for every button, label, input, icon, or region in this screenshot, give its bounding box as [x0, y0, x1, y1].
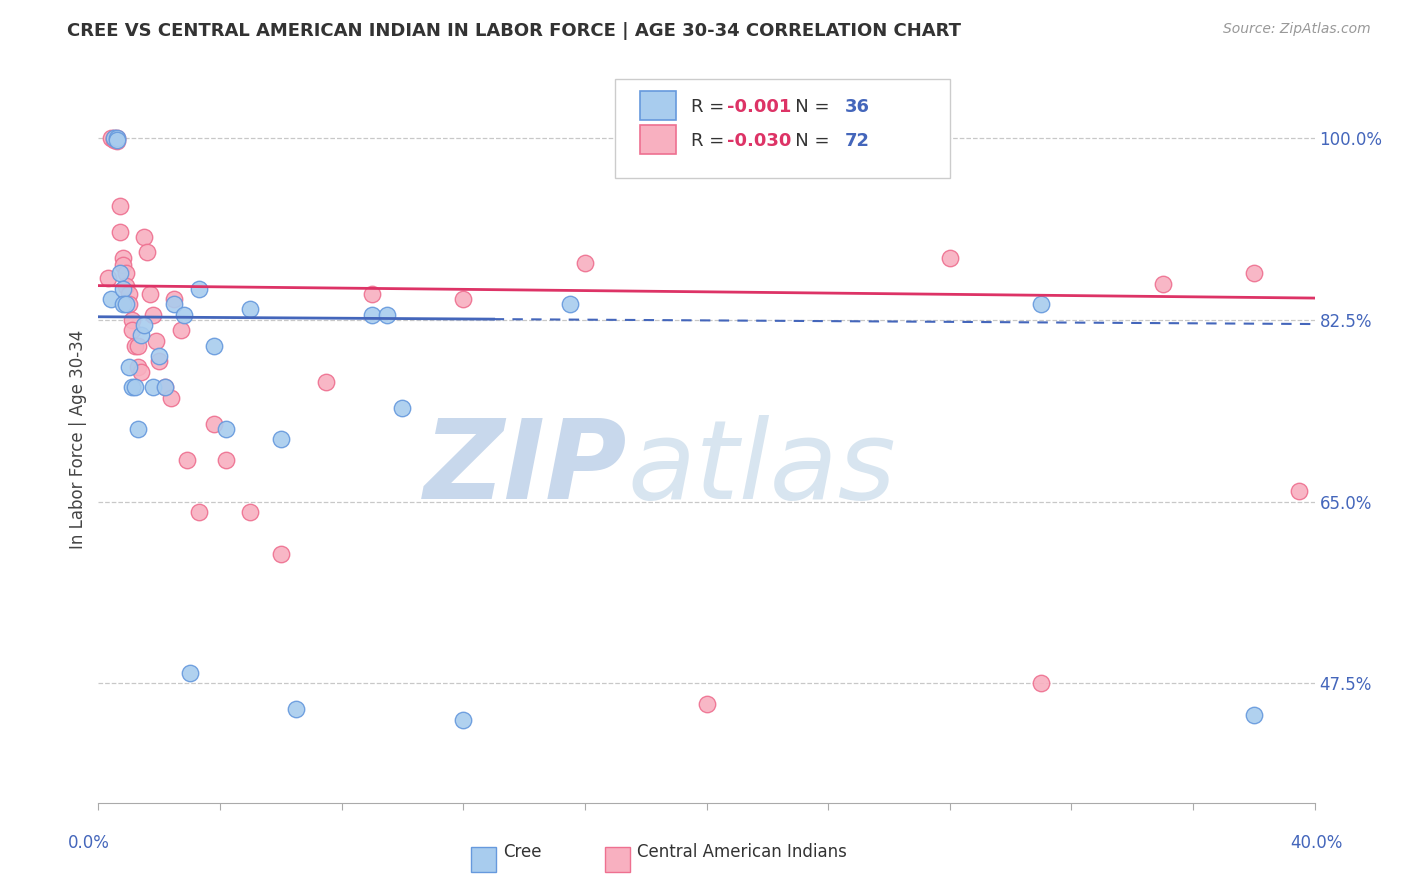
Point [105, 134, 128, 148]
Text: 0.0%: 0.0% [67, 834, 110, 852]
FancyBboxPatch shape [640, 91, 676, 120]
Point [176, 453, 198, 467]
Point [118, 297, 141, 311]
Point [239, 302, 262, 317]
Point [391, 401, 413, 416]
Point [1029, 297, 1052, 311]
Point [187, 505, 209, 519]
Point [108, 266, 131, 280]
Point [361, 308, 384, 322]
Point [103, 133, 125, 147]
Point [696, 697, 718, 711]
Point [315, 375, 337, 389]
Point [118, 287, 141, 301]
Point [215, 453, 238, 467]
Text: CREE VS CENTRAL AMERICAN INDIAN IN LABOR FORCE | AGE 30-34 CORRELATION CHART: CREE VS CENTRAL AMERICAN INDIAN IN LABOR… [67, 22, 962, 40]
Text: ZIP: ZIP [425, 415, 627, 522]
Point [139, 287, 162, 301]
Point [155, 380, 177, 394]
Point [121, 323, 143, 337]
Text: 36: 36 [845, 98, 870, 116]
Point [375, 308, 398, 322]
Point [142, 380, 165, 394]
Point [127, 339, 149, 353]
Text: R =: R = [690, 98, 730, 116]
Text: Central American Indians: Central American Indians [637, 843, 846, 861]
Point [127, 422, 149, 436]
Y-axis label: In Labor Force | Age 30-34: In Labor Force | Age 30-34 [69, 330, 87, 549]
Point [100, 292, 122, 306]
Point [121, 380, 143, 394]
Point [179, 665, 201, 680]
Point [142, 308, 165, 322]
Text: -0.001: -0.001 [727, 98, 792, 116]
Point [111, 282, 134, 296]
Text: Source: ZipAtlas.com: Source: ZipAtlas.com [1223, 22, 1371, 37]
Point [118, 359, 141, 374]
FancyBboxPatch shape [616, 79, 950, 178]
Point [148, 354, 170, 368]
Text: Cree: Cree [503, 843, 541, 861]
Point [148, 349, 170, 363]
Point [114, 278, 136, 293]
Point [160, 391, 183, 405]
Text: -0.030: -0.030 [727, 132, 792, 150]
Point [114, 266, 136, 280]
Point [145, 334, 167, 348]
Text: R =: R = [690, 132, 730, 150]
Point [121, 313, 143, 327]
Point [124, 339, 146, 353]
Point [169, 323, 191, 337]
Point [361, 287, 384, 301]
Point [124, 380, 146, 394]
Text: N =: N = [779, 132, 835, 150]
Point [136, 245, 159, 260]
Point [132, 318, 155, 332]
Text: N =: N = [779, 98, 835, 116]
Point [111, 258, 134, 272]
Point [1152, 277, 1174, 291]
Point [1288, 484, 1310, 499]
Point [111, 297, 134, 311]
Point [100, 131, 122, 145]
Point [1243, 707, 1265, 722]
Point [270, 547, 292, 561]
Point [239, 505, 262, 519]
Point [1243, 266, 1265, 280]
Point [939, 251, 962, 265]
Point [132, 229, 155, 244]
Point [108, 225, 131, 239]
Point [574, 256, 596, 270]
Point [155, 380, 177, 394]
Point [111, 251, 134, 265]
Point [187, 282, 209, 296]
Point [453, 713, 475, 727]
Point [127, 359, 149, 374]
Point [202, 339, 225, 353]
Point [453, 292, 475, 306]
Point [202, 417, 225, 431]
Point [173, 308, 195, 322]
Point [105, 131, 128, 145]
Point [105, 133, 128, 147]
Point [103, 131, 125, 145]
Point [285, 702, 308, 716]
Text: 72: 72 [845, 132, 870, 150]
Text: atlas: atlas [627, 415, 896, 522]
Point [105, 131, 128, 145]
Point [103, 131, 125, 145]
Point [129, 365, 152, 379]
Point [129, 328, 152, 343]
Point [215, 422, 238, 436]
Point [96, 271, 118, 285]
Point [558, 297, 581, 311]
Point [1029, 676, 1052, 690]
Point [163, 297, 186, 311]
FancyBboxPatch shape [640, 125, 676, 154]
Point [114, 297, 136, 311]
Text: 40.0%: 40.0% [1291, 834, 1343, 852]
Point [163, 292, 186, 306]
Point [108, 199, 131, 213]
Point [270, 433, 292, 447]
